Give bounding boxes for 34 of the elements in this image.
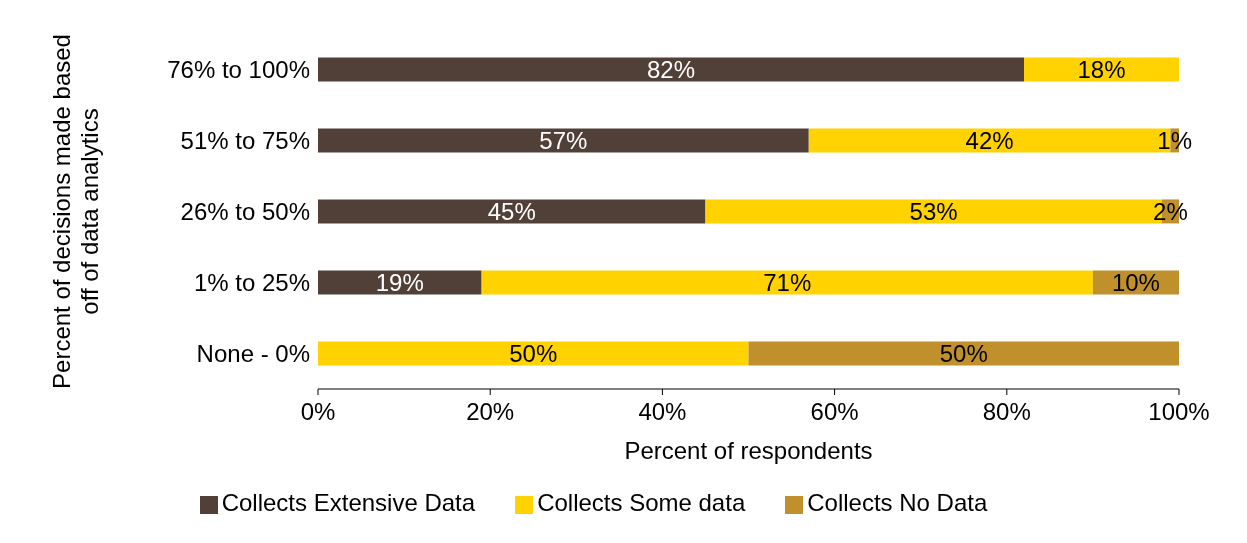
- bar: [318, 128, 809, 153]
- x-tick-label: 20%: [466, 398, 515, 426]
- data-label: 42%: [965, 126, 1014, 154]
- x-tick-label: 40%: [638, 398, 687, 426]
- bar: [748, 341, 1179, 366]
- x-tick-label: 80%: [982, 398, 1031, 426]
- bar: [318, 341, 749, 366]
- x-tick-label: 0%: [300, 398, 336, 426]
- y-tick-label: None - 0%: [196, 340, 310, 368]
- bar: [318, 270, 482, 295]
- data-label: 71%: [763, 268, 812, 296]
- legend-label: Collects Extensive Data: [221, 489, 476, 516]
- y-tick-label: 26% to 50%: [180, 198, 310, 226]
- x-tick-label: 60%: [810, 398, 859, 426]
- data-label: 53%: [909, 197, 958, 225]
- data-label: 57%: [539, 126, 588, 154]
- data-label: 18%: [1077, 55, 1126, 83]
- bar: [481, 270, 1093, 295]
- bar: [318, 199, 706, 224]
- y-tick-label: 1% to 25%: [193, 269, 310, 297]
- data-label: 10%: [1111, 268, 1160, 296]
- y-axis-title: Percent of decisions made based off of data analytics: [48, 34, 103, 389]
- data-label: 50%: [509, 339, 558, 367]
- x-axis-title: Percent of respondents: [624, 437, 873, 464]
- data-label: 19%: [375, 268, 424, 296]
- bar: [318, 57, 1025, 82]
- y-tick-label: 51% to 75%: [180, 127, 310, 155]
- data-label: 45%: [487, 197, 536, 225]
- y-tick-label: 76% to 100%: [167, 56, 310, 84]
- legend-label: Collects Some data: [537, 489, 746, 516]
- legend-label: Collects No Data: [807, 489, 988, 516]
- data-label: 50%: [939, 339, 988, 367]
- data-label: 82%: [646, 55, 696, 83]
- x-tick-label: 100%: [1148, 398, 1210, 426]
